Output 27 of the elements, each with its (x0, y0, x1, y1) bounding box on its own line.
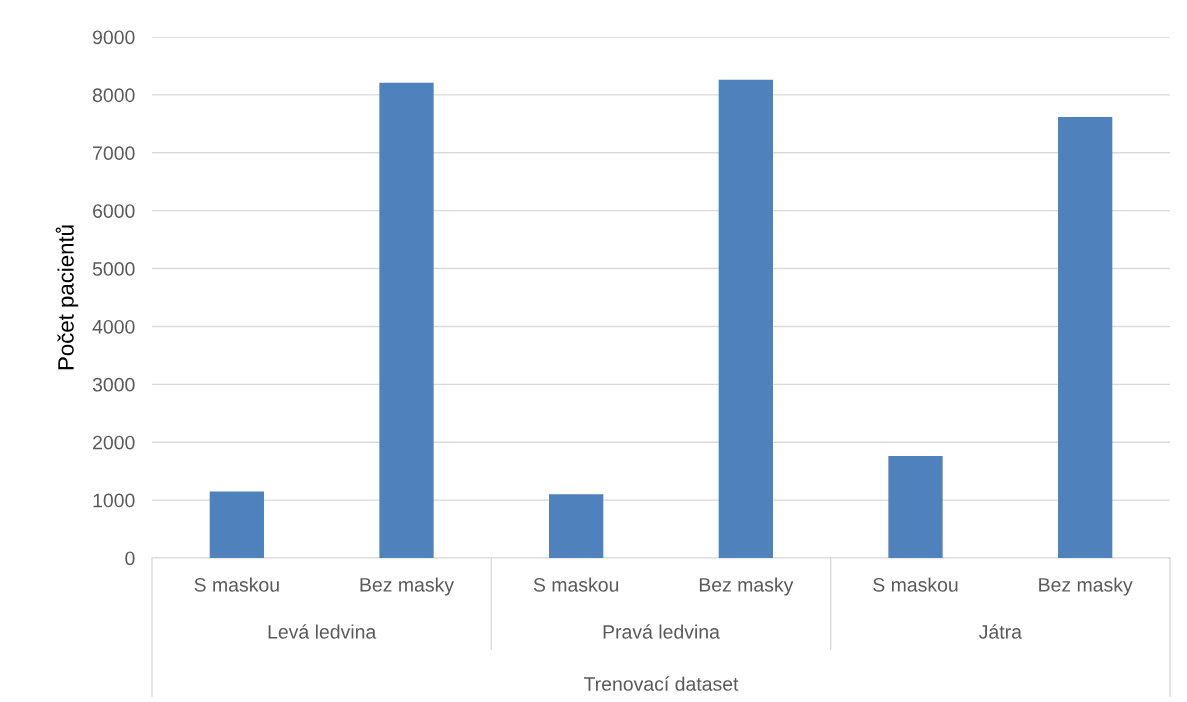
y-tick-label: 6000 (93, 204, 135, 218)
bar (1058, 116, 1113, 558)
y-tick-label: 7000 (93, 146, 135, 161)
bar (888, 456, 943, 558)
y-tick-label: 9000 (92, 30, 135, 45)
bar (549, 494, 604, 558)
x-tick-label: S maskou (194, 577, 279, 592)
x-axis-title: Trenovací dataset (583, 676, 739, 691)
bar (718, 79, 773, 558)
x-tick-label: Bez masky (1039, 577, 1133, 596)
y-tick-label: 4000 (92, 319, 135, 334)
text: Pravá ledvina (603, 624, 720, 639)
bar (209, 491, 264, 558)
y-tick-label: 1000 (93, 493, 135, 508)
text: Játra (979, 624, 1022, 639)
y-tick-label: 5000 (92, 262, 135, 276)
x-tick-label: Bez masky (699, 577, 794, 596)
y-axis-title: Počet pacientů (55, 225, 79, 370)
y-tick-label: 3000 (92, 377, 135, 392)
bar (379, 82, 434, 558)
x-tick-label: S maskou (533, 577, 619, 592)
text: Levá ledvina (268, 624, 377, 639)
x-tick-label: S maskou (873, 577, 958, 592)
y-tick-label: 0 (125, 551, 135, 566)
y-tick-label: 2000 (93, 435, 135, 450)
y-tick-label: 8000 (92, 88, 135, 103)
x-tick-label: Bez masky (360, 577, 455, 596)
